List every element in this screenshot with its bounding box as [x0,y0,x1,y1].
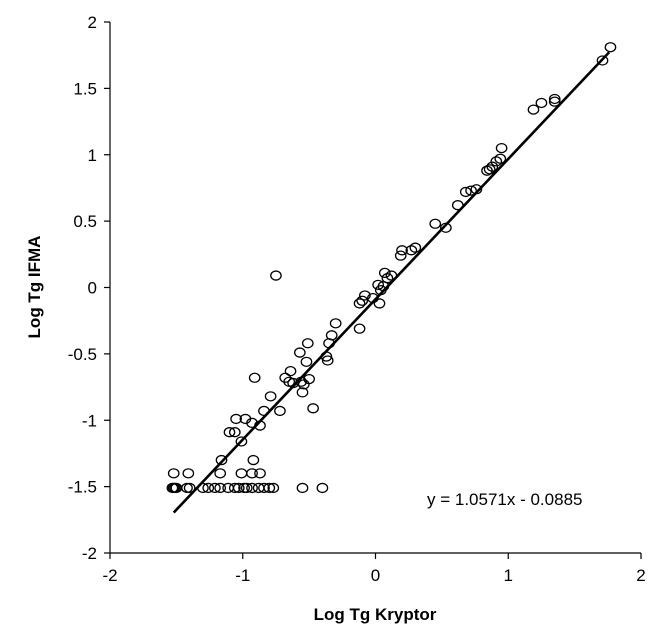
data-point [307,403,319,414]
data-point [323,338,335,349]
trendline [172,51,611,514]
x-tick-label: 2 [636,566,645,585]
data-point [197,482,209,494]
data-point [223,427,236,438]
x-axis-title: Log Tg Kryptor [314,605,437,624]
data-point [373,298,386,309]
data-point [202,482,215,494]
x-tick-labels: -2 -1 0 1 2 [102,566,645,585]
data-point [353,298,366,309]
y-tick-label: 1.5 [73,79,97,98]
y-tick-label: 1 [88,146,97,165]
data-point [366,292,379,304]
data-point [481,165,493,176]
data-point [215,454,228,466]
data-point [548,96,561,107]
data-point [167,468,180,479]
x-tick-label: 1 [504,566,513,585]
data-point [270,270,282,281]
data-point [451,200,464,211]
data-point [359,290,371,301]
data-point [470,184,483,195]
data-point [284,365,297,377]
data-point [316,482,329,494]
data-point [495,142,508,154]
data-point [247,454,260,466]
data-point [356,295,369,306]
data-points [166,42,617,494]
x-tick-label: -2 [102,566,117,585]
data-point [490,156,503,167]
data-point [405,245,418,256]
data-point [440,222,452,233]
x-tick-label: 0 [371,566,380,585]
y-axis-title: Log Tg IFMA [25,236,44,339]
data-point [295,376,308,387]
tick-marks [104,21,642,559]
data-point [248,372,261,383]
data-point [267,482,280,494]
y-tick-label: -1 [82,411,97,430]
data-point [321,355,334,366]
data-point [246,482,258,494]
y-tick-label: 2 [88,13,97,32]
data-point [228,482,241,494]
data-point [214,468,227,479]
data-point [246,468,258,479]
data-point [235,436,248,447]
y-tick-label: -0.5 [68,345,97,364]
data-point [429,218,442,229]
data-point [258,405,270,417]
data-point [235,468,248,479]
data-point [296,387,309,398]
trendline-group [172,51,611,514]
data-point [230,413,242,425]
data-point [378,267,391,279]
data-point [274,405,286,417]
data-point [596,55,609,66]
data-point [293,347,306,358]
data-point [279,372,292,383]
data-point [385,270,398,281]
y-tick-label: 0.5 [73,212,97,231]
data-point [604,42,617,53]
data-point [209,482,221,494]
data-point [228,427,241,438]
x-tick-label: -1 [235,566,250,585]
data-point [465,185,477,196]
data-point [254,420,266,431]
data-point [409,242,422,253]
data-point [254,468,266,479]
data-point [182,468,195,479]
data-point [372,279,385,290]
data-point [232,482,245,494]
data-point [394,250,407,261]
data-point [527,104,540,115]
equation-annotation: y = 1.0571x - 0.0885 [427,490,582,509]
y-tick-label: -1.5 [68,478,97,497]
data-point [494,153,507,164]
data-point [353,323,366,334]
data-point [459,186,472,198]
data-point [263,482,276,494]
data-point [548,93,561,105]
data-point [258,482,270,494]
data-point [240,482,253,494]
y-tick-label: -2 [82,544,97,563]
y-tick-labels: -2 -1.5 -1 -0.5 0 0.5 1 1.5 2 [68,13,97,563]
data-point [535,97,548,109]
y-tick-label: 0 [88,279,97,298]
data-point [264,391,277,402]
data-point [374,285,387,296]
data-point [320,351,333,362]
data-point [296,482,309,494]
data-point [300,356,313,367]
data-point [329,318,342,329]
data-point [183,482,196,494]
data-point [239,413,252,425]
data-point [396,245,408,256]
data-point [301,338,314,349]
data-point [214,482,227,494]
